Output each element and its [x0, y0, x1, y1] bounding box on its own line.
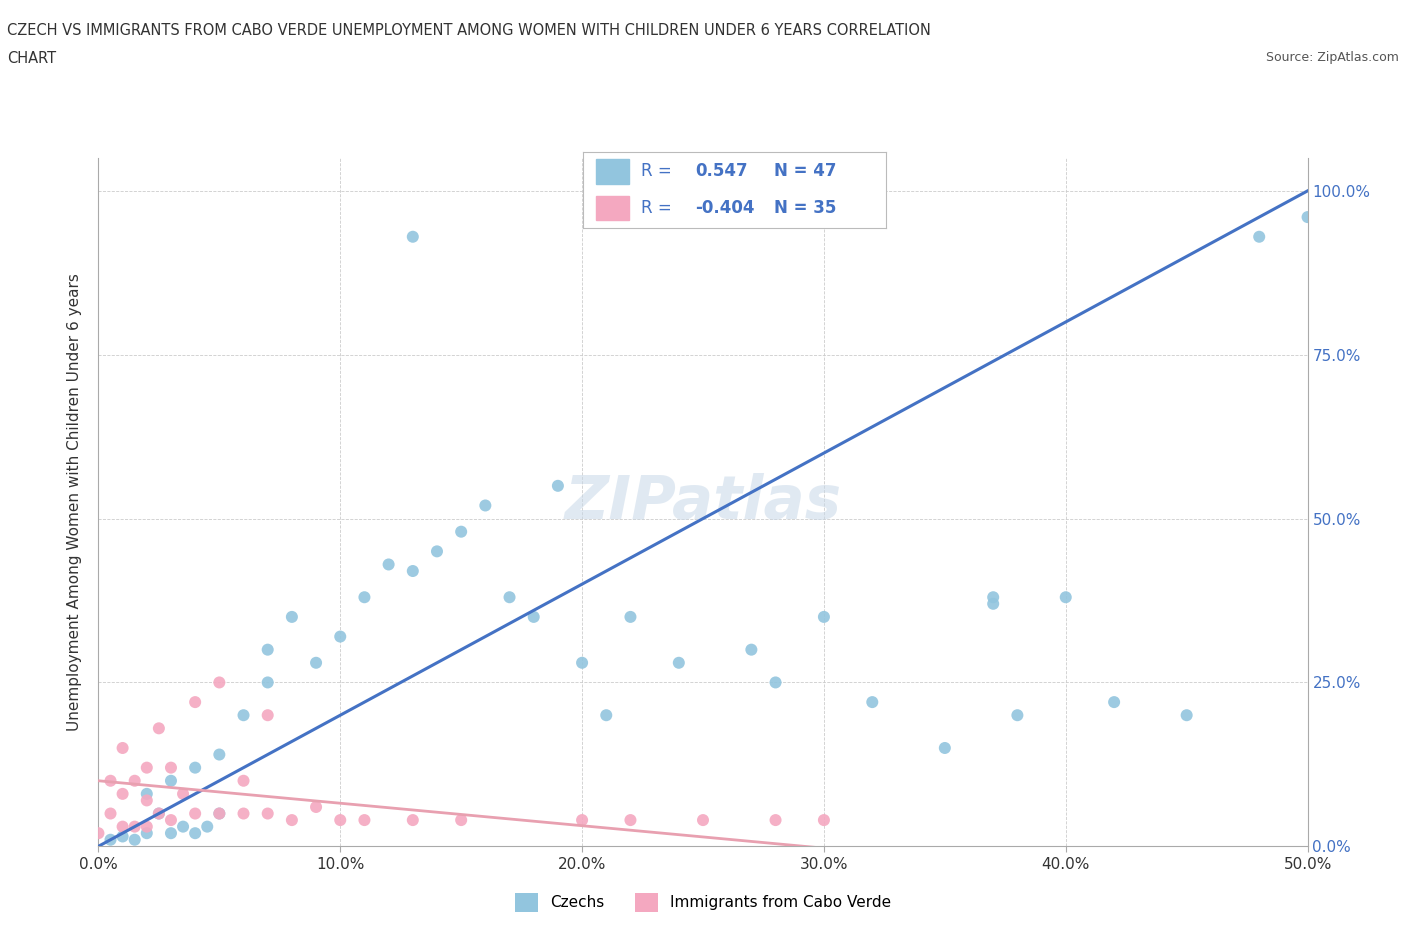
- Point: [523, 609, 546, 624]
- Text: N = 47: N = 47: [773, 163, 837, 180]
- Point: [547, 478, 569, 493]
- Point: [184, 806, 207, 821]
- Point: [184, 760, 207, 775]
- Point: [474, 498, 496, 513]
- Bar: [596, 196, 628, 220]
- Point: [860, 695, 883, 710]
- Point: [124, 832, 146, 847]
- Point: [184, 695, 207, 710]
- Point: [353, 590, 375, 604]
- Text: N = 35: N = 35: [773, 199, 837, 217]
- Text: R =: R =: [641, 199, 672, 217]
- Y-axis label: Unemployment Among Women with Children Under 6 years: Unemployment Among Women with Children U…: [67, 273, 83, 731]
- Point: [208, 806, 231, 821]
- Point: [111, 787, 134, 802]
- Text: CHART: CHART: [7, 51, 56, 66]
- Text: ZIPatlas: ZIPatlas: [564, 472, 842, 532]
- Point: [1007, 708, 1029, 723]
- Point: [100, 832, 122, 847]
- Point: [281, 609, 304, 624]
- Point: [619, 813, 641, 828]
- Legend: Czechs, Immigrants from Cabo Verde: Czechs, Immigrants from Cabo Verde: [509, 887, 897, 918]
- Point: [619, 609, 641, 624]
- Point: [160, 760, 183, 775]
- Point: [148, 806, 170, 821]
- Text: -0.404: -0.404: [696, 199, 755, 217]
- Point: [124, 819, 146, 834]
- Point: [402, 813, 425, 828]
- Point: [402, 230, 425, 245]
- Point: [172, 819, 194, 834]
- Point: [232, 708, 254, 723]
- Point: [281, 813, 304, 828]
- Point: [1249, 230, 1271, 245]
- Point: [232, 774, 254, 789]
- Point: [450, 813, 472, 828]
- Point: [595, 708, 617, 723]
- Point: [160, 813, 183, 828]
- Point: [135, 787, 157, 802]
- Point: [377, 557, 399, 572]
- Point: [765, 813, 787, 828]
- Point: [135, 793, 157, 808]
- Point: [111, 819, 134, 834]
- Point: [981, 596, 1004, 611]
- Point: [353, 813, 375, 828]
- Point: [571, 656, 593, 671]
- Point: [208, 747, 231, 762]
- Point: [160, 826, 183, 841]
- Point: [740, 643, 762, 658]
- Point: [256, 708, 278, 723]
- Point: [195, 819, 218, 834]
- Point: [1054, 590, 1077, 604]
- Text: R =: R =: [641, 163, 672, 180]
- Point: [329, 813, 352, 828]
- Point: [1102, 695, 1125, 710]
- Text: 0.547: 0.547: [696, 163, 748, 180]
- Point: [668, 656, 690, 671]
- Point: [305, 800, 328, 815]
- Point: [571, 813, 593, 828]
- Point: [765, 675, 787, 690]
- Point: [111, 829, 134, 844]
- Bar: [596, 159, 628, 183]
- Point: [160, 774, 183, 789]
- Point: [208, 806, 231, 821]
- Point: [172, 787, 194, 802]
- Point: [135, 760, 157, 775]
- Point: [1296, 209, 1319, 224]
- Point: [100, 774, 122, 789]
- Point: [256, 643, 278, 658]
- Point: [87, 826, 110, 841]
- Point: [402, 564, 425, 578]
- Point: [426, 544, 449, 559]
- Point: [329, 629, 352, 644]
- Point: [148, 721, 170, 736]
- Point: [148, 806, 170, 821]
- Point: [100, 806, 122, 821]
- Point: [305, 656, 328, 671]
- Point: [692, 813, 714, 828]
- Point: [135, 826, 157, 841]
- Point: [184, 826, 207, 841]
- Point: [256, 806, 278, 821]
- Point: [124, 774, 146, 789]
- Text: Source: ZipAtlas.com: Source: ZipAtlas.com: [1265, 51, 1399, 64]
- Point: [1175, 708, 1198, 723]
- Point: [208, 675, 231, 690]
- Point: [813, 609, 835, 624]
- Point: [981, 590, 1004, 604]
- Point: [135, 819, 157, 834]
- Point: [232, 806, 254, 821]
- Point: [111, 740, 134, 755]
- Text: CZECH VS IMMIGRANTS FROM CABO VERDE UNEMPLOYMENT AMONG WOMEN WITH CHILDREN UNDER: CZECH VS IMMIGRANTS FROM CABO VERDE UNEM…: [7, 23, 931, 38]
- Point: [498, 590, 520, 604]
- Point: [813, 813, 835, 828]
- Point: [934, 740, 956, 755]
- Point: [450, 525, 472, 539]
- Point: [256, 675, 278, 690]
